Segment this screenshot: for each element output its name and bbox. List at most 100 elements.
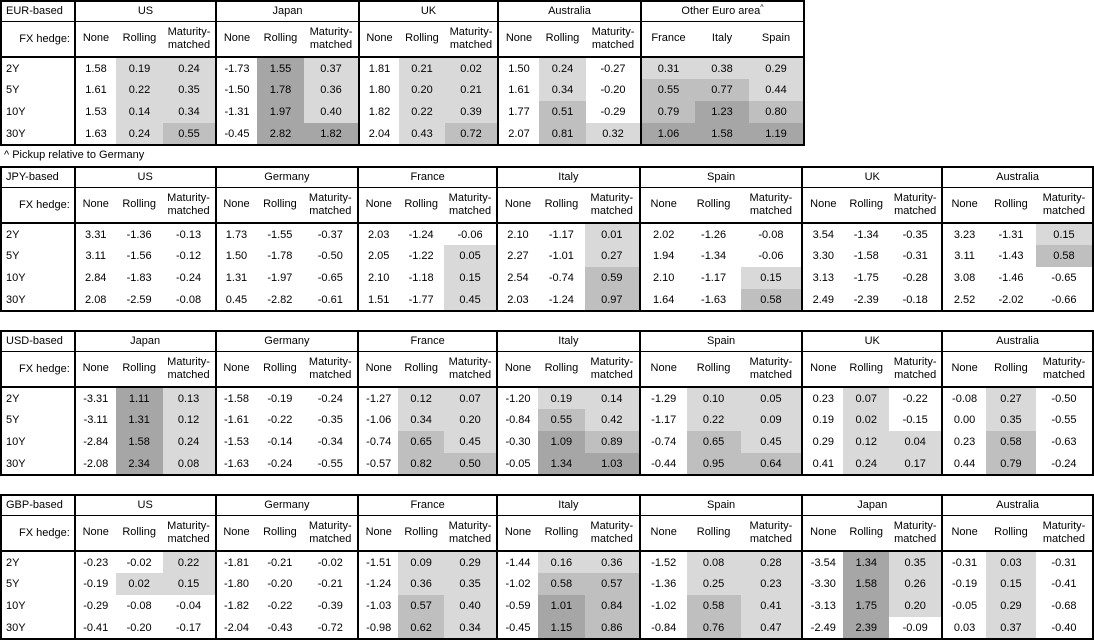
value-cell: 0.24 bbox=[843, 453, 890, 475]
country-header: US bbox=[73, 495, 216, 516]
hedge-column-header: Rolling bbox=[686, 515, 741, 552]
value-cell: 1.51 bbox=[357, 289, 399, 311]
value-cell: 0.58 bbox=[986, 431, 1036, 453]
hedge-column-header: Rolling bbox=[537, 351, 585, 388]
value-cell: -0.13 bbox=[176, 228, 202, 241]
value-cell: -0.08 bbox=[176, 293, 202, 306]
tenor-label: 5Y bbox=[1, 573, 76, 595]
value-cell: -0.24 bbox=[176, 272, 202, 284]
value-cell: 0.51 bbox=[539, 101, 586, 123]
value-cell: 0.57 bbox=[398, 595, 445, 617]
value-cell: 0.34 bbox=[398, 409, 445, 431]
hedge-column-header: None bbox=[73, 187, 116, 224]
value-cell: 0.25 bbox=[686, 573, 741, 595]
country-header: Australia bbox=[941, 331, 1093, 352]
value-cell: -1.24 bbox=[548, 293, 574, 306]
value-cell: -0.35 bbox=[317, 414, 343, 426]
value-cell: 2.84 bbox=[73, 267, 116, 289]
value-cell: 2.54 bbox=[496, 267, 538, 289]
value-cell: -1.24 bbox=[357, 573, 399, 595]
value-cell: 1.97 bbox=[257, 101, 304, 123]
value-cell: -0.50 bbox=[317, 250, 343, 262]
country-header: Italy bbox=[496, 331, 640, 352]
value-cell: -0.06 bbox=[758, 250, 784, 262]
tenor-label: 2Y bbox=[1, 223, 76, 245]
value-cell: -0.29 bbox=[600, 106, 626, 118]
hedge-column-header: None bbox=[497, 21, 539, 58]
country-header: Germany bbox=[214, 331, 359, 352]
hedge-column-header: Maturity-matched bbox=[740, 351, 803, 388]
value-cell: 0.97 bbox=[584, 289, 640, 311]
value-cell: -1.51 bbox=[357, 551, 399, 573]
value-cell: -0.17 bbox=[176, 621, 202, 634]
value-cell: -0.68 bbox=[1051, 600, 1077, 612]
hedge-column-header: None bbox=[73, 515, 116, 552]
footnote: ^ Pickup relative to Germany bbox=[4, 149, 145, 161]
value-cell: -0.74 bbox=[638, 431, 687, 453]
value-cell: 0.12 bbox=[162, 409, 216, 431]
country-header: Japan bbox=[801, 495, 943, 516]
value-cell: 0.95 bbox=[686, 453, 741, 475]
value-cell: 0.31 bbox=[640, 57, 695, 79]
value-cell: 0.76 bbox=[686, 617, 741, 639]
value-cell: 0.10 bbox=[686, 387, 741, 409]
value-cell: 0.55 bbox=[163, 123, 216, 145]
value-cell: 0.22 bbox=[162, 551, 216, 573]
footnote-marker: ^ bbox=[760, 4, 764, 12]
value-cell: -1.58 bbox=[214, 387, 257, 409]
hedge-column-header: None bbox=[214, 515, 257, 552]
value-cell: 0.89 bbox=[584, 431, 640, 453]
value-cell: 0.20 bbox=[444, 409, 498, 431]
value-cell: 0.32 bbox=[586, 123, 641, 145]
value-cell: 1.58 bbox=[115, 431, 163, 453]
value-cell: -0.61 bbox=[317, 293, 343, 306]
value-cell: -0.31 bbox=[941, 551, 987, 573]
value-cell: -1.24 bbox=[408, 228, 434, 241]
value-cell: -1.78 bbox=[267, 250, 293, 262]
value-cell: 0.80 bbox=[749, 101, 804, 123]
value-cell: 1.31 bbox=[115, 409, 163, 431]
value-cell: 1.50 bbox=[214, 245, 257, 267]
value-cell: -0.40 bbox=[1051, 621, 1077, 634]
value-cell: -1.03 bbox=[357, 595, 399, 617]
value-cell: -2.08 bbox=[73, 453, 116, 475]
value-cell: -2.04 bbox=[214, 617, 257, 639]
country-name: Italy bbox=[558, 335, 579, 348]
value-cell: -2.49 bbox=[801, 617, 844, 639]
value-cell: 0.13 bbox=[162, 387, 216, 409]
value-cell: 0.34 bbox=[163, 101, 216, 123]
value-cell: -0.98 bbox=[357, 617, 399, 639]
value-cell: -0.84 bbox=[638, 617, 687, 639]
value-cell: -0.41 bbox=[73, 617, 116, 639]
hedge-column-header: Rolling bbox=[537, 515, 585, 552]
value-cell: 0.17 bbox=[889, 453, 943, 475]
country-name: France bbox=[410, 499, 445, 512]
value-cell: -1.50 bbox=[215, 79, 257, 101]
value-cell: 0.44 bbox=[941, 453, 987, 475]
country-name: Australia bbox=[548, 5, 591, 18]
tenor-label: 30Y bbox=[1, 289, 76, 311]
value-cell: -1.34 bbox=[701, 250, 727, 262]
value-cell: 1.82 bbox=[304, 123, 359, 145]
value-cell: -1.02 bbox=[638, 595, 687, 617]
value-cell: -1.77 bbox=[408, 293, 434, 306]
value-cell: 0.07 bbox=[444, 387, 498, 409]
usd-based-table: USD-based Japan Germany France Italy Spain UK A… bbox=[0, 330, 1094, 476]
hedge-column-header: Rolling bbox=[398, 187, 445, 224]
value-cell: -0.74 bbox=[357, 431, 399, 453]
value-cell: -0.45 bbox=[496, 617, 538, 639]
country-name: Italy bbox=[558, 171, 579, 184]
value-cell: 3.13 bbox=[801, 267, 844, 289]
hedge-column-header: Maturity-matched bbox=[162, 351, 216, 388]
value-cell: -0.08 bbox=[941, 387, 987, 409]
value-cell: -2.02 bbox=[998, 293, 1024, 306]
value-cell: -0.08 bbox=[126, 600, 152, 612]
value-cell: -1.26 bbox=[701, 228, 727, 241]
hedge-column-header: Spain bbox=[749, 21, 804, 58]
country-header: Germany bbox=[214, 167, 359, 188]
value-cell: -1.97 bbox=[267, 272, 293, 284]
value-cell: 0.34 bbox=[539, 79, 586, 101]
hedge-column-header: None bbox=[801, 515, 844, 552]
country-header: France bbox=[357, 331, 498, 352]
